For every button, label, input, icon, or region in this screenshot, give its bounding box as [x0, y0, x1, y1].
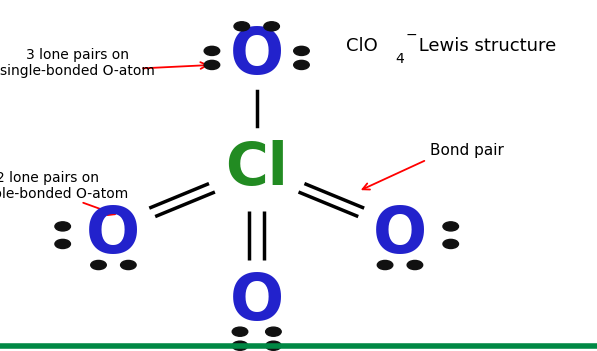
Circle shape: [266, 341, 281, 350]
Text: O: O: [230, 271, 284, 333]
Circle shape: [91, 260, 106, 270]
Text: ClO: ClO: [346, 37, 378, 55]
Circle shape: [234, 22, 250, 31]
Circle shape: [264, 22, 279, 31]
Circle shape: [232, 341, 248, 350]
Text: 4: 4: [395, 52, 404, 66]
Circle shape: [294, 60, 309, 69]
Circle shape: [266, 327, 281, 336]
Circle shape: [121, 260, 136, 270]
Text: 3 lone pairs on
single-bonded O-atom: 3 lone pairs on single-bonded O-atom: [0, 48, 155, 78]
Text: O: O: [230, 25, 284, 87]
Circle shape: [377, 260, 393, 270]
Text: Lewis structure: Lewis structure: [413, 37, 556, 55]
Circle shape: [55, 222, 70, 231]
Circle shape: [443, 222, 458, 231]
Circle shape: [55, 239, 70, 249]
Text: 2 lone pairs on
double-bonded O-atom: 2 lone pairs on double-bonded O-atom: [0, 171, 128, 201]
Text: O: O: [373, 204, 427, 266]
Circle shape: [204, 60, 220, 69]
Circle shape: [204, 46, 220, 55]
Circle shape: [443, 239, 458, 249]
Text: −: −: [406, 28, 417, 42]
Circle shape: [407, 260, 423, 270]
Text: O: O: [87, 204, 140, 266]
Circle shape: [294, 46, 309, 55]
Circle shape: [232, 327, 248, 336]
Text: Bond pair: Bond pair: [430, 144, 504, 158]
Text: Cl: Cl: [225, 140, 288, 197]
